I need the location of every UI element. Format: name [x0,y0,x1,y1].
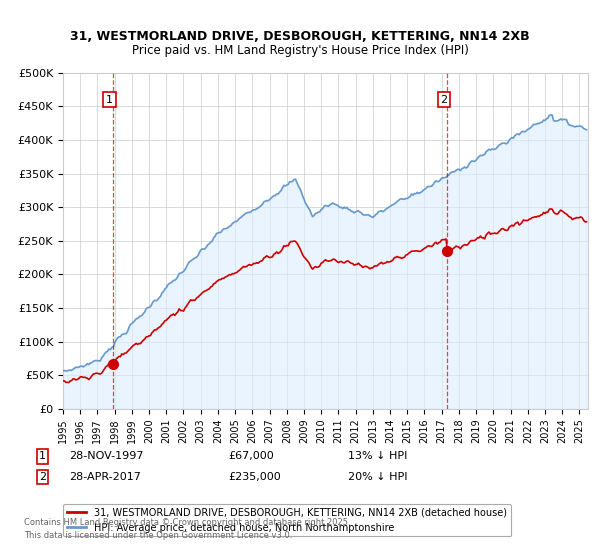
Text: 1: 1 [106,95,113,105]
Text: £235,000: £235,000 [228,472,281,482]
Text: 31, WESTMORLAND DRIVE, DESBOROUGH, KETTERING, NN14 2XB: 31, WESTMORLAND DRIVE, DESBOROUGH, KETTE… [70,30,530,43]
Text: 20% ↓ HPI: 20% ↓ HPI [348,472,407,482]
Text: 28-APR-2017: 28-APR-2017 [69,472,141,482]
Text: 2: 2 [440,95,448,105]
Text: Contains HM Land Registry data © Crown copyright and database right 2025.
This d: Contains HM Land Registry data © Crown c… [24,519,350,540]
Text: 1: 1 [39,451,46,461]
Text: 13% ↓ HPI: 13% ↓ HPI [348,451,407,461]
Text: 28-NOV-1997: 28-NOV-1997 [69,451,143,461]
Text: 2: 2 [39,472,46,482]
Text: Price paid vs. HM Land Registry's House Price Index (HPI): Price paid vs. HM Land Registry's House … [131,44,469,57]
Legend: 31, WESTMORLAND DRIVE, DESBOROUGH, KETTERING, NN14 2XB (detached house), HPI: Av: 31, WESTMORLAND DRIVE, DESBOROUGH, KETTE… [63,504,511,536]
Text: £67,000: £67,000 [228,451,274,461]
